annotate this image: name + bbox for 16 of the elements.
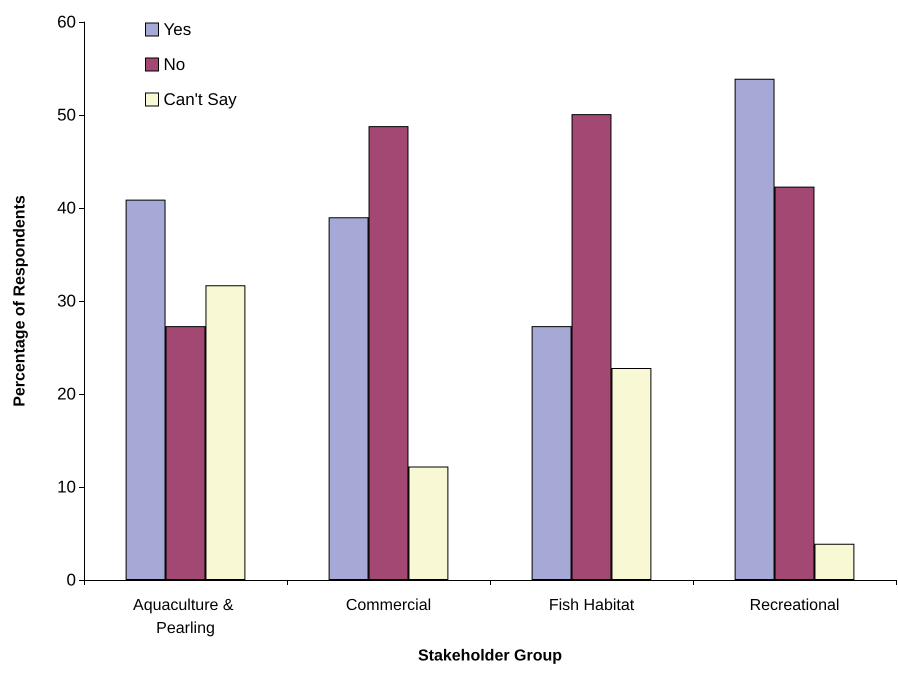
x-tick-label: Aquaculture & Pearling	[133, 597, 238, 637]
y-tick-label: 50	[57, 106, 76, 124]
y-axis-title: Percentage of Respondents	[12, 195, 28, 407]
y-tick-label: 40	[57, 198, 76, 218]
x-axis-title: Stakeholder Group	[418, 648, 562, 664]
y-tick-label: 10	[57, 478, 76, 496]
legend-label: Can't Say	[164, 90, 238, 109]
y-tick-label: 20	[57, 384, 76, 404]
x-tick-label: Commercial	[346, 597, 432, 614]
legend-label: No	[164, 55, 186, 74]
y-tick-label: 60	[57, 12, 76, 32]
y-tick-label: 0	[66, 570, 76, 590]
x-tick-label: Recreational	[750, 597, 840, 614]
y-tick-label: 30	[57, 292, 76, 310]
legend-label: Yes	[164, 20, 192, 39]
x-tick-label: Fish Habitat	[548, 597, 635, 614]
